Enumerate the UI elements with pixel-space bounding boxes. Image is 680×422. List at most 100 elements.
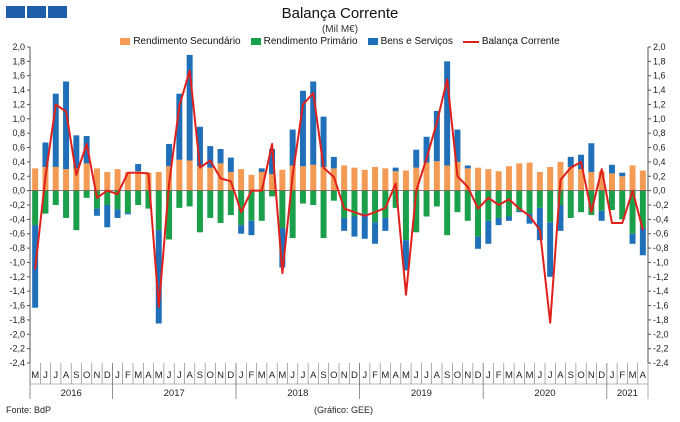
bar-primario xyxy=(578,190,585,213)
legend-label-secundario: Rendimento Secundário xyxy=(133,36,241,47)
y-tick-label-right: 2,0 xyxy=(653,42,666,52)
bar-bens xyxy=(485,220,492,244)
bar-primario xyxy=(320,190,327,239)
bar-primario xyxy=(475,190,482,237)
month-label: O xyxy=(207,370,214,381)
bar-bens xyxy=(629,233,636,244)
month-label: S xyxy=(320,370,326,381)
bar-bens xyxy=(454,129,461,162)
bar-secundario xyxy=(341,165,348,191)
bar-bens xyxy=(52,93,59,167)
month-label: A xyxy=(310,370,317,381)
y-tick-label-right: -2,4 xyxy=(653,358,669,368)
bar-bens xyxy=(104,205,111,228)
month-label: N xyxy=(94,370,101,381)
month-label: J xyxy=(167,370,172,381)
bar-secundario xyxy=(536,171,543,191)
month-label: J xyxy=(424,370,429,381)
month-label: A xyxy=(516,370,523,381)
bar-secundario xyxy=(475,167,482,191)
bar-primario xyxy=(238,190,245,226)
y-tick-label-left: 1,8 xyxy=(12,56,25,66)
y-tick-label-right: 1,0 xyxy=(653,114,666,124)
month-label: J xyxy=(53,370,58,381)
bar-secundario xyxy=(402,170,409,191)
bar-bens xyxy=(423,136,430,163)
bar-secundario xyxy=(155,171,162,191)
bar-bens xyxy=(238,225,245,234)
y-tick-label-right: 0,4 xyxy=(653,157,666,167)
bar-secundario xyxy=(114,169,121,191)
logo-block xyxy=(48,6,67,18)
bar-secundario xyxy=(299,166,306,191)
y-tick-label-left: 0,8 xyxy=(12,128,25,138)
y-tick-label-right: -0,8 xyxy=(653,243,669,253)
bar-secundario xyxy=(83,163,90,191)
bar-bens xyxy=(248,220,255,236)
bar-primario xyxy=(341,190,348,218)
month-label: A xyxy=(269,370,276,381)
y-tick-label-right: 0,2 xyxy=(653,171,666,181)
bar-bens xyxy=(279,227,286,268)
bar-bens xyxy=(341,217,348,231)
bar-secundario xyxy=(135,171,142,191)
bar-primario xyxy=(196,190,203,233)
bar-bens xyxy=(135,164,142,172)
bar-secundario xyxy=(598,171,605,191)
bar-bens xyxy=(475,236,482,249)
balanca-corrente-line xyxy=(34,69,644,324)
bar-secundario xyxy=(52,166,59,191)
bar-primario xyxy=(351,190,358,217)
bar-secundario xyxy=(93,168,100,191)
bar-bens xyxy=(505,216,512,221)
legend-line-corrente xyxy=(462,40,479,43)
bar-bens xyxy=(166,143,173,167)
bar-secundario xyxy=(619,176,626,191)
bar-bens xyxy=(114,209,121,218)
y-tick-label-left: 0,2 xyxy=(12,171,25,181)
bar-primario xyxy=(299,190,306,204)
y-tick-label-right: 0,6 xyxy=(653,143,666,153)
month-label: M xyxy=(134,370,142,381)
y-tick-label-right: 1,4 xyxy=(653,85,666,95)
bar-primario xyxy=(392,190,399,208)
bar-secundario xyxy=(351,167,358,191)
bar-primario xyxy=(289,190,296,239)
bar-secundario xyxy=(485,169,492,191)
bar-secundario xyxy=(196,166,203,191)
year-label: 2017 xyxy=(164,388,185,399)
y-tick-label-left: 1,2 xyxy=(12,99,25,109)
bar-primario xyxy=(557,190,564,205)
y-tick-label-left: -0,8 xyxy=(9,243,25,253)
bar-secundario xyxy=(361,169,368,191)
bar-primario xyxy=(423,190,430,217)
month-label: F xyxy=(249,370,255,381)
bar-secundario xyxy=(320,166,327,191)
y-tick-label-left: 0,6 xyxy=(12,143,25,153)
bar-secundario xyxy=(444,165,451,191)
legend-swatch-secundario xyxy=(120,38,131,45)
month-label: J xyxy=(610,370,615,381)
bar-secundario xyxy=(176,159,183,191)
bar-primario xyxy=(104,190,111,205)
bar-secundario xyxy=(207,167,214,191)
bar-secundario xyxy=(104,171,111,191)
y-tick-label-right: 0,0 xyxy=(653,186,666,196)
source-note: Fonte: BdP xyxy=(6,405,52,415)
bar-secundario xyxy=(310,164,317,191)
bar-secundario xyxy=(258,171,265,191)
bar-bens xyxy=(444,61,451,166)
bar-primario xyxy=(63,190,70,218)
bar-bens xyxy=(176,93,183,160)
bar-bens xyxy=(608,164,615,174)
y-tick-label-left: -0,6 xyxy=(9,229,25,239)
bar-primario xyxy=(639,190,646,228)
legend-label-bens: Bens e Serviços xyxy=(380,36,453,47)
month-label: M xyxy=(278,370,286,381)
bar-secundario xyxy=(372,166,379,191)
month-label: A xyxy=(186,370,193,381)
month-label: J xyxy=(239,370,244,381)
bar-primario xyxy=(567,190,574,218)
month-label: M xyxy=(258,370,266,381)
y-tick-label-right: 1,8 xyxy=(653,56,666,66)
